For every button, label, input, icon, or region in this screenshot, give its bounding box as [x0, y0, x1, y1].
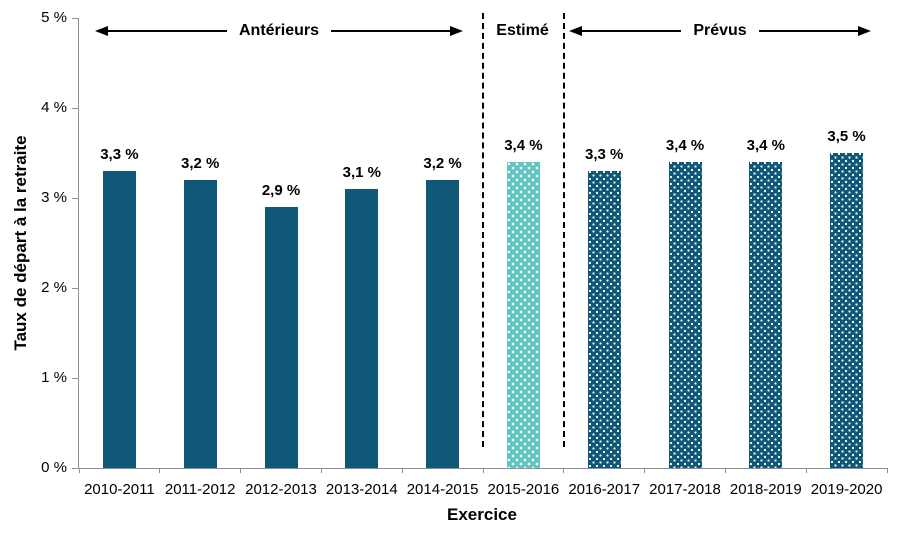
x-axis-tick: [644, 468, 646, 473]
x-axis-tick: [240, 468, 242, 473]
bar-value-label: 3,1 %: [342, 164, 381, 181]
x-axis-tick: [482, 468, 484, 473]
y-tick-label: 1 %: [41, 369, 67, 386]
bar-2018-2019: [749, 162, 783, 468]
annotation-anterieurs: Antérieurs: [95, 22, 463, 40]
x-tick-label: 2014-2015: [406, 481, 479, 498]
arrow-right-icon: [450, 26, 463, 36]
x-axis-tick: [805, 468, 807, 473]
bar-2013-2014: [345, 189, 379, 468]
bar-2016-2017: [587, 171, 621, 468]
plot-area: 0 % 1 % 2 % 3 % 4 % 5 % 3,3 % 2010-2011 3,2 % 201…: [41, 9, 888, 498]
arrow-line: [582, 30, 682, 32]
annotation-estime: Estimé: [482, 22, 563, 40]
bar-value-label: 2,9 %: [261, 182, 301, 199]
y-axis-tick: [72, 197, 78, 199]
x-tick-label: 2013-2014: [325, 481, 398, 498]
x-tick-label: 2017-2018: [649, 481, 721, 498]
x-axis-tick: [401, 468, 403, 473]
x-axis-tick: [159, 468, 161, 473]
x-tick-label: 2012-2013: [245, 481, 317, 498]
x-tick-label: 2019-2020: [810, 481, 883, 498]
bar-value-label: 3,4 %: [504, 137, 543, 154]
y-tick-label: 0 %: [41, 459, 67, 476]
x-tick-label: 2016-2017: [568, 481, 641, 498]
bar-value-label: 3,4 %: [665, 137, 705, 154]
arrow-line: [331, 30, 450, 32]
bar-value-label: 3,3 %: [585, 146, 624, 163]
bar-2010-2011: [102, 171, 136, 468]
bar-2012-2013: [264, 207, 298, 468]
x-axis-tick: [563, 468, 565, 473]
bar-value-label: 3,5 %: [827, 128, 866, 145]
y-axis-title: Taux de départ à la retraite: [11, 135, 30, 351]
bar-2019-2020: [830, 153, 864, 468]
y-axis-tick: [72, 107, 78, 109]
x-axis-tick: [886, 468, 888, 473]
y-tick-label: 5 %: [41, 9, 67, 26]
y-tick-label: 4 %: [41, 99, 67, 116]
annotation-prevus: Prévus: [569, 22, 871, 40]
x-axis-tick: [724, 468, 726, 473]
y-axis-tick: [72, 377, 78, 379]
y-axis-tick: [72, 17, 78, 19]
bar-value-label: 3,2 %: [423, 155, 462, 172]
bar-2014-2015: [426, 180, 460, 468]
section-divider: [562, 13, 565, 447]
x-tick-label: 2018-2019: [729, 481, 802, 498]
annotation-label-prevus: Prévus: [693, 22, 747, 39]
arrow-left-icon: [569, 26, 582, 36]
x-axis-tick: [78, 468, 80, 473]
x-axis-title: Exercice: [447, 505, 517, 524]
arrow-line: [758, 30, 858, 32]
x-tick-label: 2010-2011: [84, 481, 155, 498]
bar-2015-2016: [506, 162, 540, 468]
arrow-right-icon: [858, 26, 871, 36]
y-tick-label: 3 %: [41, 189, 67, 206]
arrow-line: [108, 30, 227, 32]
x-axis-tick: [320, 468, 322, 473]
section-divider: [482, 13, 484, 447]
annotation-label-estime: Estimé: [496, 22, 549, 39]
bar-value-label: 3,2 %: [181, 155, 220, 172]
bar-value-label: 3,3 %: [100, 146, 139, 163]
y-tick-label: 2 %: [41, 279, 67, 296]
bar-value-label: 3,4 %: [746, 137, 785, 154]
bar-2011-2012: [183, 180, 217, 468]
x-tick-label: 2015-2016: [487, 481, 560, 498]
bar-2017-2018: [668, 162, 702, 468]
arrow-left-icon: [95, 26, 108, 36]
annotation-label-anterieurs: Antérieurs: [238, 22, 320, 39]
y-axis-tick: [72, 287, 78, 289]
y-axis-tick: [72, 467, 78, 469]
x-tick-label: 2011-2012: [164, 481, 236, 498]
